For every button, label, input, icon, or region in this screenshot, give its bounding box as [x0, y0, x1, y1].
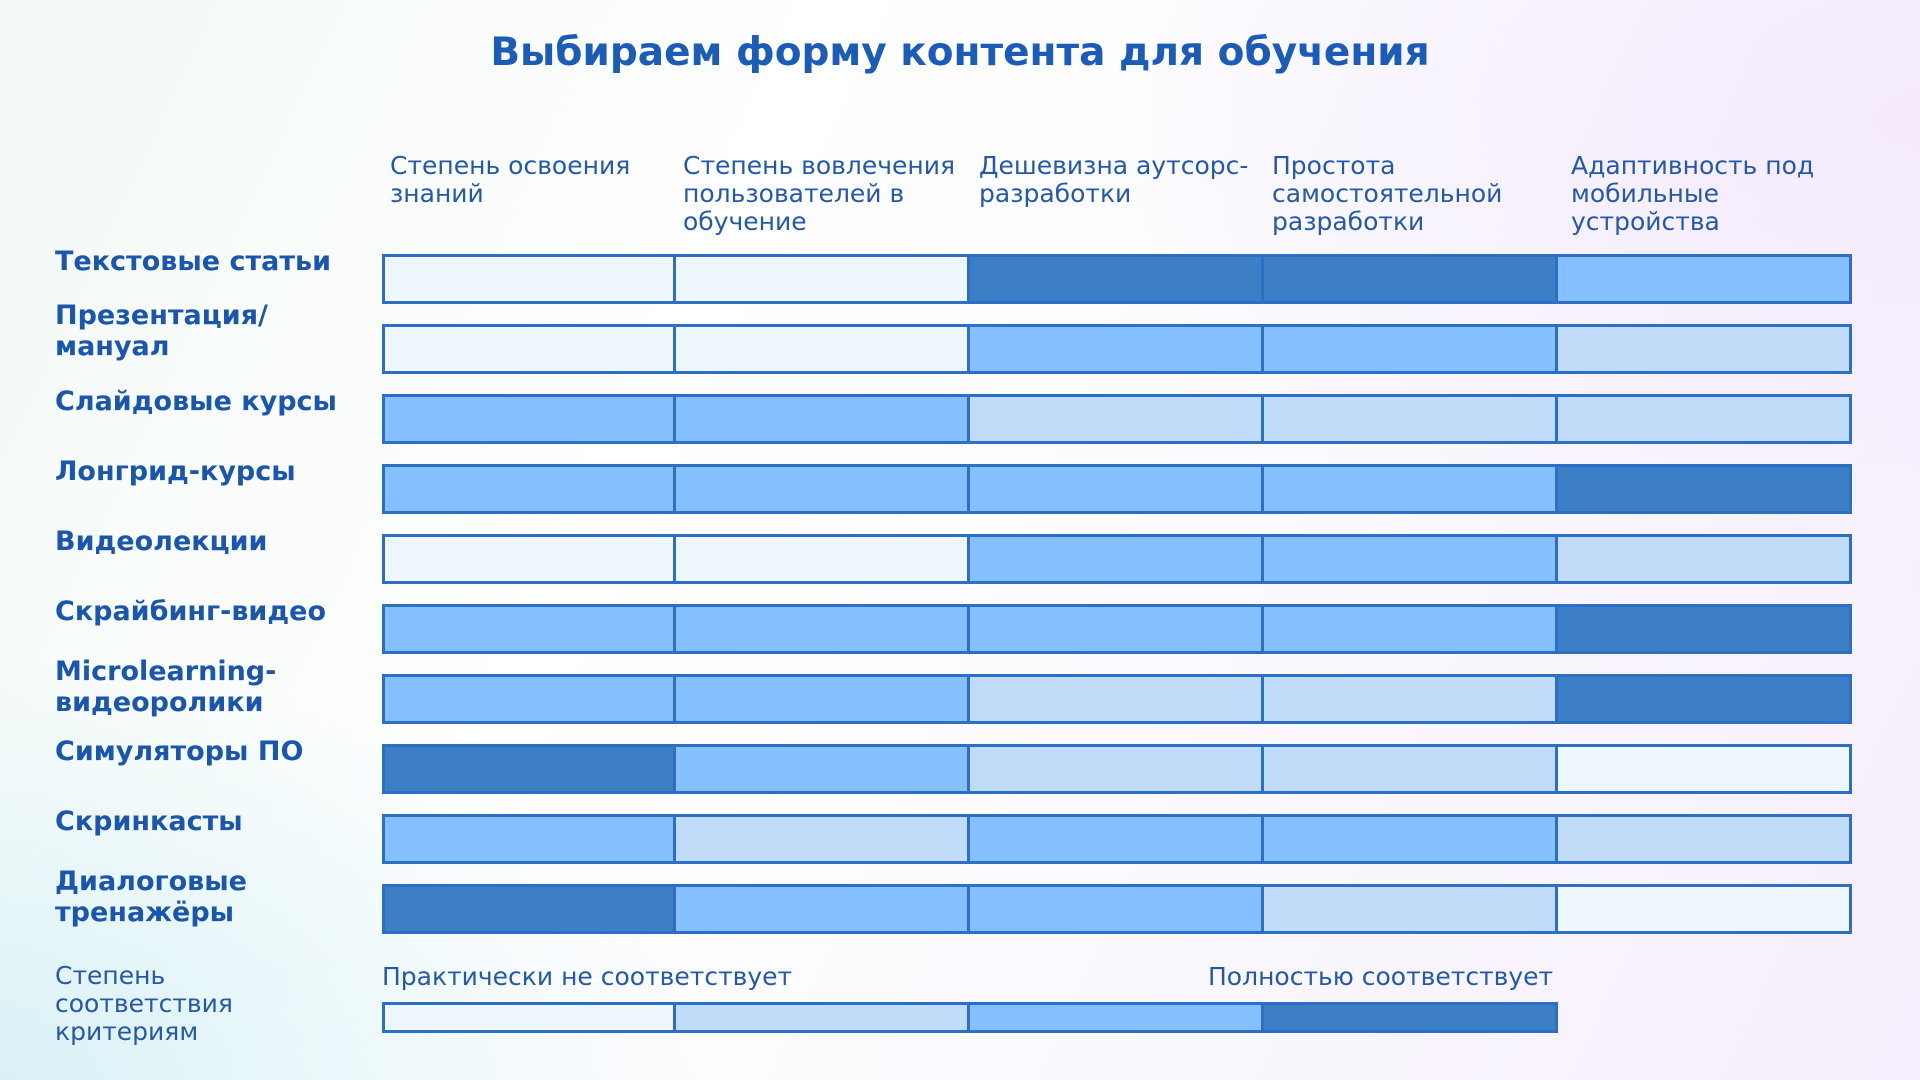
heatmap-cell-r2-c3: [967, 324, 1264, 374]
legend-title: Степень соответствия критериям: [55, 961, 233, 1046]
row-label-1: Текстовые статьи: [55, 246, 375, 304]
row-label-text: Скрайбинг-видео: [55, 595, 327, 627]
heatmap-cell-r10-c3: [967, 884, 1264, 934]
row-label-text: Microlearning-видеоролики: [55, 656, 277, 718]
row-label-4: Лонгрид-курсы: [55, 456, 375, 514]
row-label-7: Microlearning-видеоролики: [55, 656, 375, 724]
heatmap-cell-r1-c1: [382, 254, 676, 304]
heatmap-cell-r8-c4: [1261, 744, 1558, 794]
heatmap-cell-r9-c3: [967, 814, 1264, 864]
heatmap-cell-r1-c5: [1555, 254, 1852, 304]
heatmap-cell-r6-c4: [1261, 604, 1558, 654]
legend-swatch-1: [382, 1002, 676, 1033]
row-label-text: Текстовые статьи: [55, 245, 331, 277]
heatmap-cell-r10-c2: [673, 884, 970, 934]
heatmap-cell-r9-c4: [1261, 814, 1558, 864]
heatmap-cell-r6-c1: [382, 604, 676, 654]
heatmap-cell-r10-c1: [382, 884, 676, 934]
heatmap-cell-r9-c1: [382, 814, 676, 864]
heatmap-cell-r8-c1: [382, 744, 676, 794]
column-header-2: Степень вовлечения пользователей в обуче…: [683, 151, 956, 236]
heatmap-cell-r7-c2: [673, 674, 970, 724]
row-label-10: Диалоговые тренажёры: [55, 866, 375, 934]
heatmap-cell-r4-c4: [1261, 464, 1558, 514]
heatmap-cell-r5-c3: [967, 534, 1264, 584]
heatmap-cell-r4-c5: [1555, 464, 1852, 514]
heatmap-cell-r3-c5: [1555, 394, 1852, 444]
row-label-text: Презентация/мануал: [55, 300, 268, 362]
column-header-3: Дешевизна аутсорс-разработки: [979, 151, 1249, 208]
row-label-8: Симуляторы ПО: [55, 736, 375, 794]
heatmap-cell-r2-c5: [1555, 324, 1852, 374]
heatmap-cell-r5-c2: [673, 534, 970, 584]
legend-swatch-2: [673, 1002, 970, 1033]
heatmap-cell-r4-c3: [967, 464, 1264, 514]
chart-title: Выбираем форму контента для обучения: [490, 30, 1430, 75]
heatmap-cell-r9-c5: [1555, 814, 1852, 864]
heatmap-cell-r7-c5: [1555, 674, 1852, 724]
heatmap-cell-r3-c2: [673, 394, 970, 444]
row-label-5: Видеолекции: [55, 526, 375, 584]
heatmap-cell-r3-c4: [1261, 394, 1558, 444]
heatmap-cell-r2-c1: [382, 324, 676, 374]
heatmap-cell-r1-c2: [673, 254, 970, 304]
heatmap-cell-r8-c5: [1555, 744, 1852, 794]
heatmap-cell-r8-c2: [673, 744, 970, 794]
row-label-6: Скрайбинг-видео: [55, 596, 375, 654]
row-label-text: Скринкасты: [55, 805, 243, 837]
heatmap-cell-r8-c3: [967, 744, 1264, 794]
heatmap-cell-r4-c2: [673, 464, 970, 514]
row-label-text: Видеолекции: [55, 525, 268, 557]
heatmap-cell-r3-c3: [967, 394, 1264, 444]
heatmap-cell-r1-c3: [967, 254, 1264, 304]
heatmap-cell-r9-c2: [673, 814, 970, 864]
row-label-2: Презентация/мануал: [55, 300, 375, 374]
heatmap-cell-r10-c5: [1555, 884, 1852, 934]
heatmap-cell-r7-c1: [382, 674, 676, 724]
heatmap-cell-r5-c1: [382, 534, 676, 584]
heatmap-cell-r7-c4: [1261, 674, 1558, 724]
heatmap-cell-r5-c5: [1555, 534, 1852, 584]
row-label-9: Скринкасты: [55, 806, 375, 864]
row-label-text: Диалоговые тренажёры: [55, 866, 247, 928]
heatmap-cell-r6-c3: [967, 604, 1264, 654]
heatmap-cell-r10-c4: [1261, 884, 1558, 934]
legend-swatch-4: [1261, 1002, 1558, 1033]
heatmap-cell-r7-c3: [967, 674, 1264, 724]
legend-low-label: Практически не соответствует: [382, 962, 793, 991]
heatmap-cell-r1-c4: [1261, 254, 1558, 304]
row-label-3: Слайдовые курсы: [55, 386, 375, 444]
heatmap-cell-r6-c5: [1555, 604, 1852, 654]
heatmap-cell-r6-c2: [673, 604, 970, 654]
column-header-5: Адаптивность под мобильные устройства: [1571, 151, 1815, 236]
heatmap-cell-r4-c1: [382, 464, 676, 514]
column-header-4: Простота самостоятельной разработки: [1272, 151, 1503, 236]
heatmap-cell-r5-c4: [1261, 534, 1558, 584]
heatmap-cell-r2-c4: [1261, 324, 1558, 374]
row-label-text: Симуляторы ПО: [55, 735, 304, 767]
column-header-1: Степень освоения знаний: [390, 151, 631, 208]
heatmap-cell-r3-c1: [382, 394, 676, 444]
row-label-text: Лонгрид-курсы: [55, 455, 296, 487]
heatmap-cell-r2-c2: [673, 324, 970, 374]
legend-high-label: Полностью соответствует: [1208, 962, 1554, 991]
row-label-text: Слайдовые курсы: [55, 385, 337, 417]
legend-swatch-3: [967, 1002, 1264, 1033]
